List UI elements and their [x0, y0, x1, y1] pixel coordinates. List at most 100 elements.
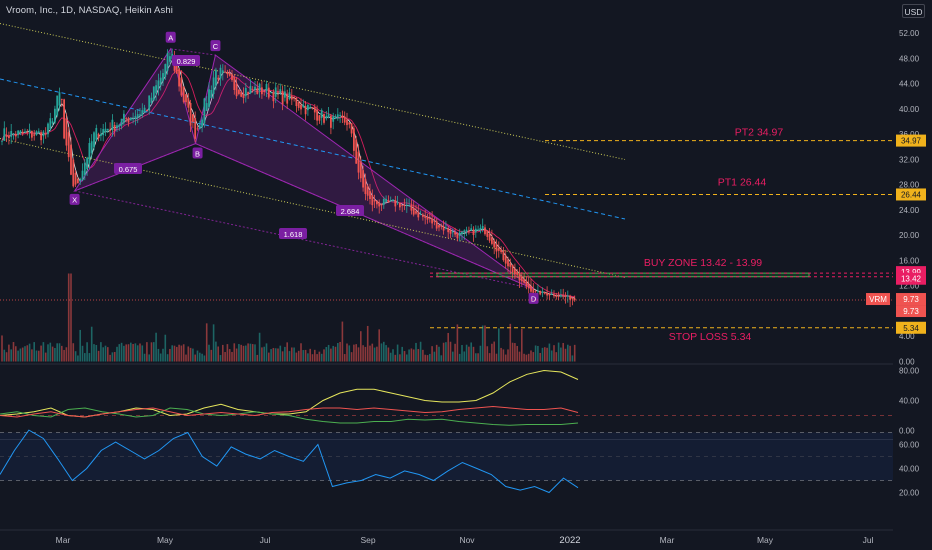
candle-body	[417, 212, 420, 218]
volume-bar	[553, 345, 555, 362]
volume-bar	[429, 353, 431, 362]
volume-bar	[97, 350, 100, 362]
volume-bar	[456, 324, 459, 362]
volume-bar	[201, 353, 203, 362]
rsi-line	[0, 429, 579, 494]
time-axis-label: Nov	[459, 535, 475, 545]
pattern-ratio: 2.684	[336, 205, 364, 216]
candle-body	[320, 109, 323, 118]
volume-bar	[196, 350, 199, 362]
volume-bar	[1, 335, 3, 362]
rsi-band-fill	[0, 432, 893, 481]
volume-bar	[203, 355, 206, 362]
volume-bar	[334, 346, 337, 362]
time-axis-label: Mar	[660, 535, 675, 545]
volume-bar	[454, 343, 456, 362]
candle-body	[456, 233, 459, 239]
price-axis-tick-label: 4.00	[899, 332, 915, 341]
volume-bar	[79, 329, 81, 362]
volume-bar	[49, 342, 52, 362]
candle-body	[488, 233, 491, 241]
rsi-axis-tick-label: 40.00	[899, 465, 920, 474]
volume-bar	[104, 345, 107, 362]
volume-bar	[219, 355, 222, 362]
price-axis-tick-label: 0.00	[899, 358, 915, 367]
volume-bar	[544, 347, 546, 362]
pattern-ratio-bg	[336, 205, 364, 216]
pattern-ratio: 0.675	[114, 163, 142, 174]
candle-body	[24, 131, 26, 133]
price-axis-tick-label: 48.00	[899, 54, 920, 63]
candle-body	[465, 229, 468, 232]
volume-bar	[169, 348, 171, 362]
candle-body	[93, 132, 95, 148]
volume-bar	[555, 352, 558, 362]
pattern-ratio: 1.618	[279, 228, 307, 239]
volume-bar	[399, 354, 401, 362]
candle-body	[433, 220, 436, 222]
volume-bar	[222, 344, 224, 362]
volume-bar	[431, 346, 433, 362]
currency-button[interactable]: USD	[902, 4, 925, 18]
volume-bar	[573, 344, 576, 362]
candle-body	[162, 73, 164, 82]
candle-body	[426, 216, 429, 220]
candle-body	[198, 125, 201, 129]
volume-bar	[44, 352, 47, 362]
pattern-point-d-bg	[528, 292, 539, 304]
candle-body	[555, 295, 558, 297]
candle-body	[47, 123, 49, 135]
volume-bar	[521, 328, 523, 362]
volume-bar	[157, 348, 160, 362]
volume-bar	[100, 342, 102, 362]
candle-body	[573, 298, 576, 301]
volume-bar	[132, 343, 134, 362]
volume-bar	[449, 341, 452, 362]
candle-body	[405, 205, 408, 207]
candle-body	[261, 87, 263, 95]
volume-bar	[479, 345, 482, 362]
volume-bar	[189, 347, 192, 362]
candle-body	[132, 118, 134, 120]
candle-body	[139, 114, 141, 116]
candle-body	[189, 102, 192, 126]
volume-bar	[182, 344, 185, 362]
candle-body	[387, 200, 390, 203]
candle-body	[546, 292, 548, 296]
candle-body	[35, 131, 38, 136]
volume-bar	[314, 349, 316, 362]
level-tag: 26.44	[896, 188, 926, 201]
candle-body	[143, 107, 146, 113]
candle-body	[17, 130, 19, 136]
dmi-axis-tick-label: 40.00	[899, 397, 920, 406]
candle-body	[235, 83, 238, 97]
candle-body	[403, 205, 406, 206]
candle-body	[127, 118, 130, 123]
volume-bar	[187, 346, 190, 362]
volume-bar	[311, 354, 314, 362]
candle-body	[185, 94, 187, 103]
price-axis-tick-label: 12.00	[899, 282, 920, 291]
candle-body	[371, 195, 374, 206]
volume-bar	[569, 345, 571, 362]
volume-bar	[339, 341, 341, 362]
candle-body	[502, 250, 505, 261]
volume-bar	[212, 324, 215, 362]
candle-body	[514, 268, 516, 275]
candle-body	[270, 92, 272, 94]
price-axis-tick-label: 52.00	[899, 29, 920, 38]
volume-bar	[530, 350, 532, 362]
candle-body	[493, 240, 496, 248]
candle-body	[534, 290, 537, 292]
candle-body	[249, 85, 252, 94]
candle-body	[307, 104, 309, 111]
time-axis-label: May	[757, 535, 774, 545]
candle-body	[88, 143, 91, 164]
volume-bar	[31, 349, 33, 362]
volume-bar	[263, 346, 265, 362]
volume-bar	[337, 343, 339, 362]
volume-bar	[28, 343, 31, 362]
volume-bar	[141, 345, 144, 362]
volume-bar	[511, 342, 514, 362]
